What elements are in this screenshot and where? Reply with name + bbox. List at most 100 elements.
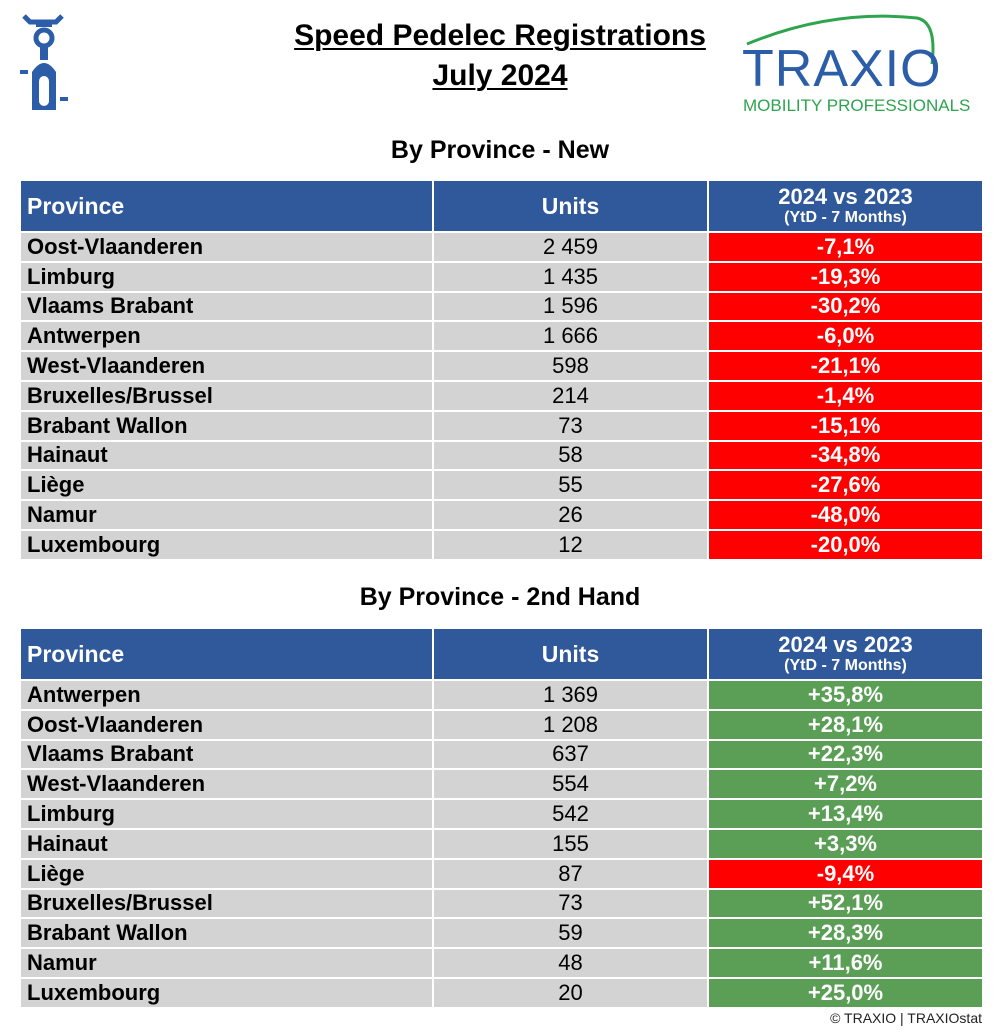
province-cell: Luxembourg [19,976,434,1009]
units-cell: 20 [432,976,709,1009]
province-cell: Hainaut [19,439,434,472]
logo-tagline: MOBILITY PROFESSIONALS [743,96,971,115]
units-cell: 155 [432,827,709,860]
table-row: Antwerpen 1 666 -6,0% [19,320,984,353]
units-cell: 1 435 [432,260,709,293]
change-cell: +28,1% [707,708,984,741]
province-cell: Limburg [19,260,434,293]
table-row: Bruxelles/Brussel 73 +52,1% [19,887,984,920]
section-title-new: By Province - New [390,136,610,164]
province-cell: West-Vlaanderen [19,768,434,801]
change-cell: -48,0% [707,499,984,531]
units-cell: 87 [432,857,709,890]
units-cell: 1 369 [432,679,709,711]
table-row: Namur 48 +11,6% [19,947,984,979]
units-cell: 542 [432,798,709,830]
change-cell: -19,3% [707,260,984,293]
speed-pedelec-rider-icon [20,14,68,110]
change-cell: +11,6% [707,947,984,979]
province-cell: Vlaams Brabant [19,738,434,771]
province-cell: Bruxelles/Brussel [19,379,434,412]
table-row: Brabant Wallon 59 +28,3% [19,917,984,950]
province-cell: Oost-Vlaanderen [19,708,434,741]
table-header: Province Units 2024 vs 2023 (YtD - 7 Months… [19,179,984,233]
logo-wordmark: TRAXIO [742,40,942,98]
table-row: Antwerpen 1 369 +35,8% [19,679,984,711]
table-row: West-Vlaanderen 554 +7,2% [19,768,984,801]
table-row: Vlaams Brabant 1 596 -30,2% [19,290,984,323]
table-row: Bruxelles/Brussel 214 -1,4% [19,379,984,412]
units-cell: 637 [432,738,709,771]
province-cell: Hainaut [19,827,434,860]
table-row: Oost-Vlaanderen 1 208 +28,1% [19,708,984,741]
table-row: Hainaut 155 +3,3% [19,827,984,860]
table-row: Hainaut 58 -34,8% [19,439,984,472]
table-row: Brabant Wallon 73 -15,1% [19,409,984,442]
province-cell: Vlaams Brabant [19,290,434,323]
change-label: 2024 vs 2023 [778,184,913,209]
province-cell: Namur [19,947,434,979]
traxio-logo: TRAXIO MOBILITY PROFESSIONALS [742,14,987,115]
units-cell: 48 [432,947,709,979]
province-cell: Limburg [19,798,434,830]
units-cell: 1 596 [432,290,709,323]
change-sublabel: (YtD - 7 Months) [784,657,907,674]
units-cell: 58 [432,439,709,472]
page-title: Speed Pedelec Registrations [294,19,706,52]
change-cell: -30,2% [707,290,984,323]
units-cell: 26 [432,499,709,531]
table-row: Limburg 542 +13,4% [19,798,984,830]
table-row: West-Vlaanderen 598 -21,1% [19,350,984,382]
table-header: Province Units 2024 vs 2023 (YtD - 7 Months… [19,627,984,681]
change-cell: -9,4% [707,857,984,890]
change-cell: -1,4% [707,379,984,412]
units-cell: 1 208 [432,708,709,741]
table-row: Namur 26 -48,0% [19,499,984,531]
table-row: Luxembourg 12 -20,0% [19,528,984,561]
change-cell: -21,1% [707,350,984,382]
table-row: Liège 55 -27,6% [19,469,984,502]
table-new: Province Units 2024 vs 2023 (YtD - 7 Months… [19,179,984,561]
province-cell: Brabant Wallon [19,409,434,442]
change-cell: +25,0% [707,976,984,1009]
change-cell: -34,8% [707,439,984,472]
copyright: © TRAXIO | TRAXIOstat [830,1010,982,1026]
units-cell: 554 [432,768,709,801]
change-cell: +22,3% [707,738,984,771]
province-cell: Liège [19,469,434,502]
units-cell: 2 459 [432,231,709,263]
province-cell: Brabant Wallon [19,917,434,950]
province-cell: West-Vlaanderen [19,350,434,382]
change-label: 2024 vs 2023 [778,632,913,657]
change-cell: +7,2% [707,768,984,801]
column-header-province: Province [19,627,434,681]
change-cell: +35,8% [707,679,984,711]
province-cell: Bruxelles/Brussel [19,887,434,920]
column-header-units: Units [432,179,709,233]
change-cell: -6,0% [707,320,984,353]
province-cell: Oost-Vlaanderen [19,231,434,263]
units-cell: 59 [432,917,709,950]
page-subtitle: July 2024 [432,59,568,92]
change-cell: +52,1% [707,887,984,920]
units-cell: 598 [432,350,709,382]
province-cell: Luxembourg [19,528,434,561]
units-cell: 12 [432,528,709,561]
province-cell: Antwerpen [19,320,434,353]
change-cell: -27,6% [707,469,984,502]
column-header-units: Units [432,627,709,681]
province-cell: Namur [19,499,434,531]
table-row: Oost-Vlaanderen 2 459 -7,1% [19,231,984,263]
units-cell: 1 666 [432,320,709,353]
table-row: Luxembourg 20 +25,0% [19,976,984,1009]
units-cell: 73 [432,409,709,442]
column-header-province: Province [19,179,434,233]
province-cell: Liège [19,857,434,890]
change-cell: +3,3% [707,827,984,860]
change-cell: +13,4% [707,798,984,830]
table-row: Liège 87 -9,4% [19,857,984,890]
change-cell: +28,3% [707,917,984,950]
change-sublabel: (YtD - 7 Months) [784,209,907,226]
units-cell: 73 [432,887,709,920]
column-header-change: 2024 vs 2023 (YtD - 7 Months) [707,179,984,233]
